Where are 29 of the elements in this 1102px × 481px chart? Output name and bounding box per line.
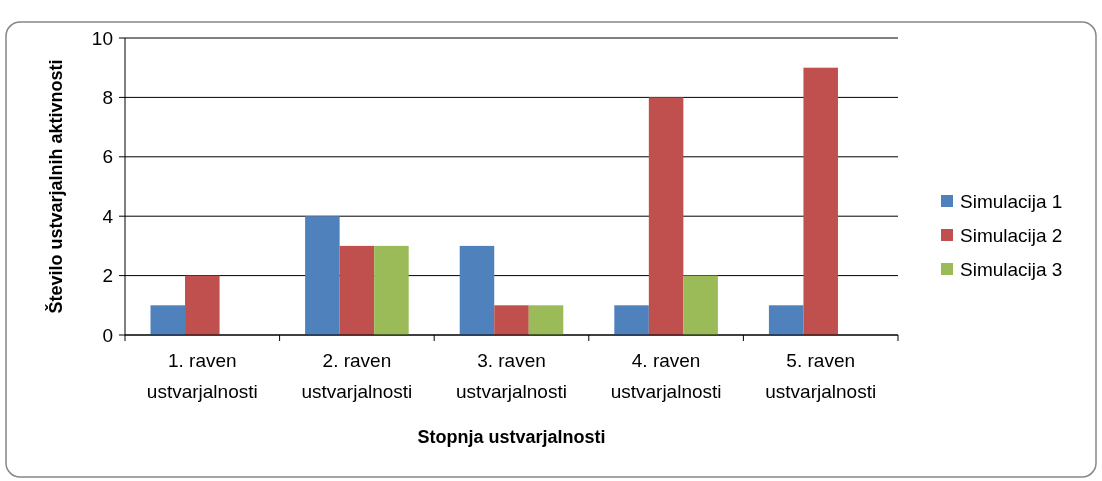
y-tick-label: 2 <box>102 265 113 287</box>
y-axis-title: Število ustvarjalnih aktivnosti <box>45 59 66 314</box>
x-tick-label: 3. raven ustvarjalnosti <box>456 350 567 402</box>
y-tick-label: 0 <box>102 324 113 346</box>
bar <box>374 245 409 335</box>
y-tick-label: 4 <box>102 205 114 227</box>
bar <box>459 245 495 335</box>
bar <box>528 305 564 335</box>
bar <box>185 275 220 335</box>
y-tick-label: 10 <box>91 27 113 49</box>
bar <box>150 305 186 335</box>
x-axis-title: Stopnja ustvarjalnosti <box>417 427 606 447</box>
bar <box>683 275 718 335</box>
bar <box>768 305 804 335</box>
x-tick-label: 1. raven ustvarjalnosti <box>146 350 258 402</box>
bar <box>305 216 340 335</box>
bar <box>614 305 649 335</box>
legend-label: Simulacija 3 <box>960 258 1063 280</box>
legend-label: Simulacija 1 <box>960 190 1063 212</box>
bar <box>648 97 684 335</box>
legend-label: Simulacija 2 <box>960 224 1063 246</box>
bar <box>803 67 838 335</box>
bar <box>494 305 529 335</box>
x-tick-label: 2. raven ustvarjalnosti <box>301 350 413 402</box>
x-tick-label: 5. raven ustvarjalnosti <box>765 350 877 402</box>
x-tick-label: 4. raven ustvarjalnosti <box>610 350 722 402</box>
y-tick-label: 8 <box>102 87 113 109</box>
bar <box>339 245 375 335</box>
y-tick-label: 6 <box>102 146 113 168</box>
